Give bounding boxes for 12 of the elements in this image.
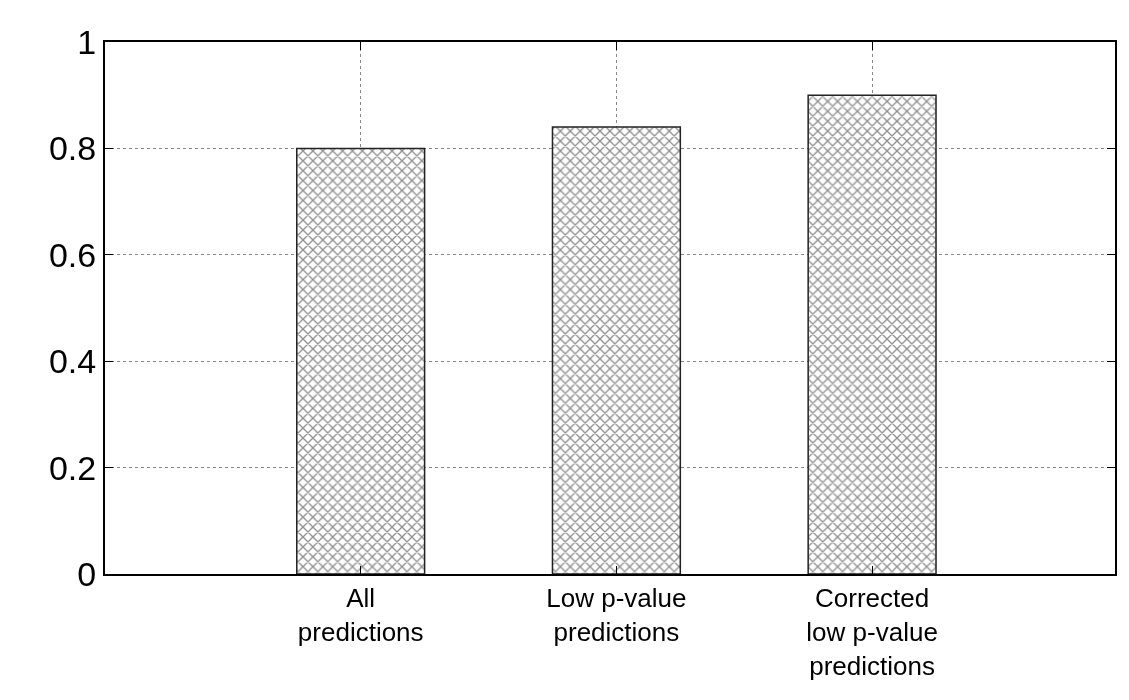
bar: [296, 147, 426, 574]
y-tick-label: 0: [77, 554, 97, 593]
y-tick-label: 0.8: [48, 129, 97, 168]
y-tick-label: 0.2: [48, 448, 97, 487]
y-tick-label: 1: [77, 22, 97, 61]
y-tick-label: 0.6: [48, 235, 97, 274]
x-tick-label: All predictions: [297, 583, 424, 647]
x-tick-label: Low p-value predictions: [546, 583, 687, 647]
y-tick-label: 0.4: [48, 342, 97, 381]
x-tick-label: Corrected low p-value predictions: [806, 583, 938, 681]
bar: [551, 126, 682, 574]
bar: [807, 94, 937, 574]
